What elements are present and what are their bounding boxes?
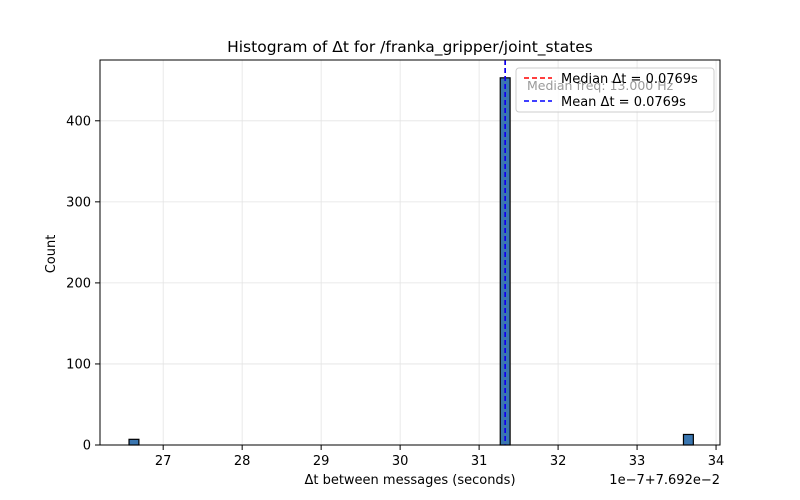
y-tick-label: 300 — [66, 195, 91, 210]
x-axis-label: Δt between messages (seconds) — [304, 473, 515, 488]
y-tick-label: 400 — [66, 114, 91, 129]
y-tick-label: 100 — [66, 357, 91, 372]
y-tick-label: 200 — [66, 276, 91, 291]
y-tick-label: 0 — [83, 439, 91, 454]
legend-median-label: Median Δt = 0.0769s — [561, 72, 698, 87]
legend: Median freq: 13.000 Hz Median Δt = 0.076… — [515, 67, 715, 113]
y-axis-ticks: 0 100 200 300 400 — [66, 114, 100, 454]
legend-box — [515, 67, 715, 113]
x-tick-label: 31 — [471, 454, 488, 469]
x-tick-label: 34 — [708, 454, 725, 469]
x-tick-label: 29 — [313, 454, 330, 469]
legend-mean-label: Mean Δt = 0.0769s — [561, 95, 686, 110]
x-axis-offset-label: 1e−7+7.692e−2 — [609, 473, 720, 488]
histogram-bar — [682, 433, 694, 446]
histogram-bars — [128, 77, 694, 446]
x-tick-label: 32 — [550, 454, 567, 469]
median-frequency-annotation: Median freq: 13.000 Hz — [527, 78, 674, 93]
grid-lines — [100, 60, 720, 446]
y-axis-label: Count — [44, 235, 59, 274]
x-tick-label: 33 — [629, 454, 646, 469]
x-tick-label: 30 — [392, 454, 409, 469]
x-axis-ticks: 27 28 29 30 31 32 33 34 — [155, 445, 724, 469]
x-tick-label: 27 — [155, 454, 172, 469]
histogram-bar — [128, 438, 140, 446]
chart-title: Histogram of Δt for /franka_gripper/join… — [227, 38, 593, 57]
plot-area-frame — [99, 59, 721, 446]
x-tick-label: 28 — [234, 454, 251, 469]
